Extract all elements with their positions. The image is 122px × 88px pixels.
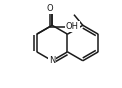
Text: N: N <box>49 56 55 65</box>
Text: OH: OH <box>66 22 79 31</box>
Text: O: O <box>46 4 53 13</box>
